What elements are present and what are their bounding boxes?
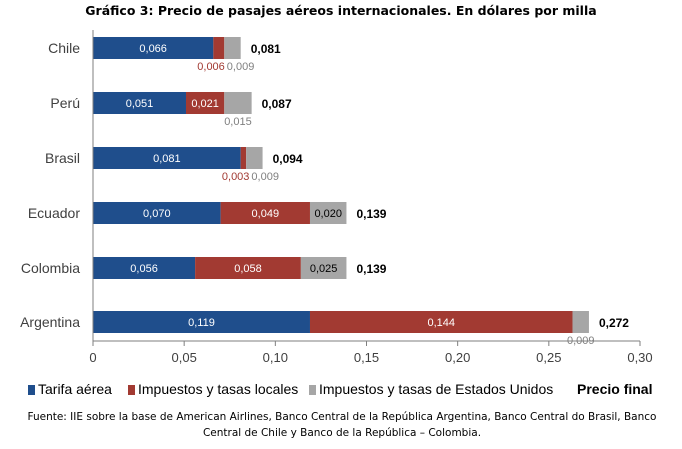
legend-label-locales: Impuestos y tasas locales <box>138 381 299 397</box>
data-label-eeuu: 0,025 <box>310 263 338 275</box>
legend-item-locales: Impuestos y tasas locales <box>128 381 298 397</box>
bar-segment-tarifa <box>93 257 196 279</box>
bar-segment-locales <box>213 37 225 59</box>
chart-title: Gráfico 3: Precio de pasajes aéreos inte… <box>85 3 597 18</box>
data-label-eeuu: 0,020 <box>314 208 342 220</box>
legend-item-eeuu: Impuestos y tasas de Estados Unidos <box>309 381 553 397</box>
x-tick-label: 0,10 <box>263 350 288 365</box>
data-label-tarifa: 0,056 <box>130 263 158 275</box>
bar-segment-locales <box>185 92 225 114</box>
source-note: Fuente: IIE sobre la base de American Ai… <box>27 411 657 439</box>
legend-label-eeuu: Impuestos y tasas de Estados Unidos <box>319 381 554 397</box>
total-label: 0,139 <box>356 262 386 276</box>
bar-segment-eeuu <box>300 257 347 279</box>
data-label-tarifa: 0,119 <box>188 317 215 329</box>
bar-segment-locales <box>220 202 310 224</box>
legend-swatch-eeuu <box>309 385 316 395</box>
x-tick-label: 0 <box>89 350 96 365</box>
data-label-locales: 0,003 <box>222 171 250 183</box>
bar-segment-tarifa <box>93 147 241 169</box>
x-tick-label: 0,25 <box>536 350 561 365</box>
total-label: 0,087 <box>262 97 292 111</box>
x-tick-label: 0,15 <box>354 350 379 365</box>
x-tick-label: 0,05 <box>172 350 197 365</box>
data-label-tarifa: 0,081 <box>153 153 181 165</box>
bar-segment-tarifa <box>93 311 310 333</box>
data-label-eeuu: 0,009 <box>227 61 255 73</box>
chart-legend: Tarifa aérea Impuestos y tasas locales I… <box>28 381 668 401</box>
total-label: 0,272 <box>599 316 629 330</box>
legend-swatch-tarifa <box>28 385 35 395</box>
category-label: Argentina <box>20 314 80 330</box>
bar-segment-eeuu <box>572 311 589 333</box>
bar-segment-eeuu <box>224 92 252 114</box>
x-tick-label: 0,30 <box>627 350 652 365</box>
category-label: Perú <box>50 95 80 111</box>
legend-swatch-locales <box>128 385 135 395</box>
bar-segment-tarifa <box>93 37 214 59</box>
category-label: Colombia <box>21 260 80 276</box>
bar-segment-locales <box>309 311 573 333</box>
bar-segment-tarifa <box>93 202 221 224</box>
legend-item-tarifa: Tarifa aérea <box>28 381 112 397</box>
bar-segment-locales <box>240 147 247 169</box>
bar-segment-eeuu <box>309 202 347 224</box>
data-label-locales: 0,058 <box>234 263 262 275</box>
total-label: 0,081 <box>251 42 281 56</box>
category-label: Chile <box>48 40 80 56</box>
category-label: Ecuador <box>28 205 80 221</box>
legend-label-tarifa: Tarifa aérea <box>38 381 112 397</box>
bar-segment-eeuu <box>246 147 263 169</box>
bar-segment-locales <box>195 257 301 279</box>
data-label-tarifa: 0,051 <box>126 98 154 110</box>
x-tick-label: 0,20 <box>445 350 470 365</box>
legend-item-final: Precio final <box>577 381 653 397</box>
data-label-locales: 0,021 <box>191 98 219 110</box>
data-label-locales: 0,049 <box>252 208 280 220</box>
data-label-eeuu: 0,015 <box>224 116 252 128</box>
data-label-locales: 0,144 <box>427 317 455 329</box>
category-label: Brasil <box>45 150 80 166</box>
bar-segment-eeuu <box>224 37 241 59</box>
total-label: 0,094 <box>273 152 303 166</box>
total-label: 0,139 <box>356 207 386 221</box>
data-label-tarifa: 0,066 <box>139 43 167 55</box>
data-label-tarifa: 0,070 <box>143 208 171 220</box>
bar-segment-tarifa <box>93 92 186 114</box>
data-label-eeuu: 0,009 <box>251 171 279 183</box>
data-label-locales: 0,006 <box>197 61 225 73</box>
